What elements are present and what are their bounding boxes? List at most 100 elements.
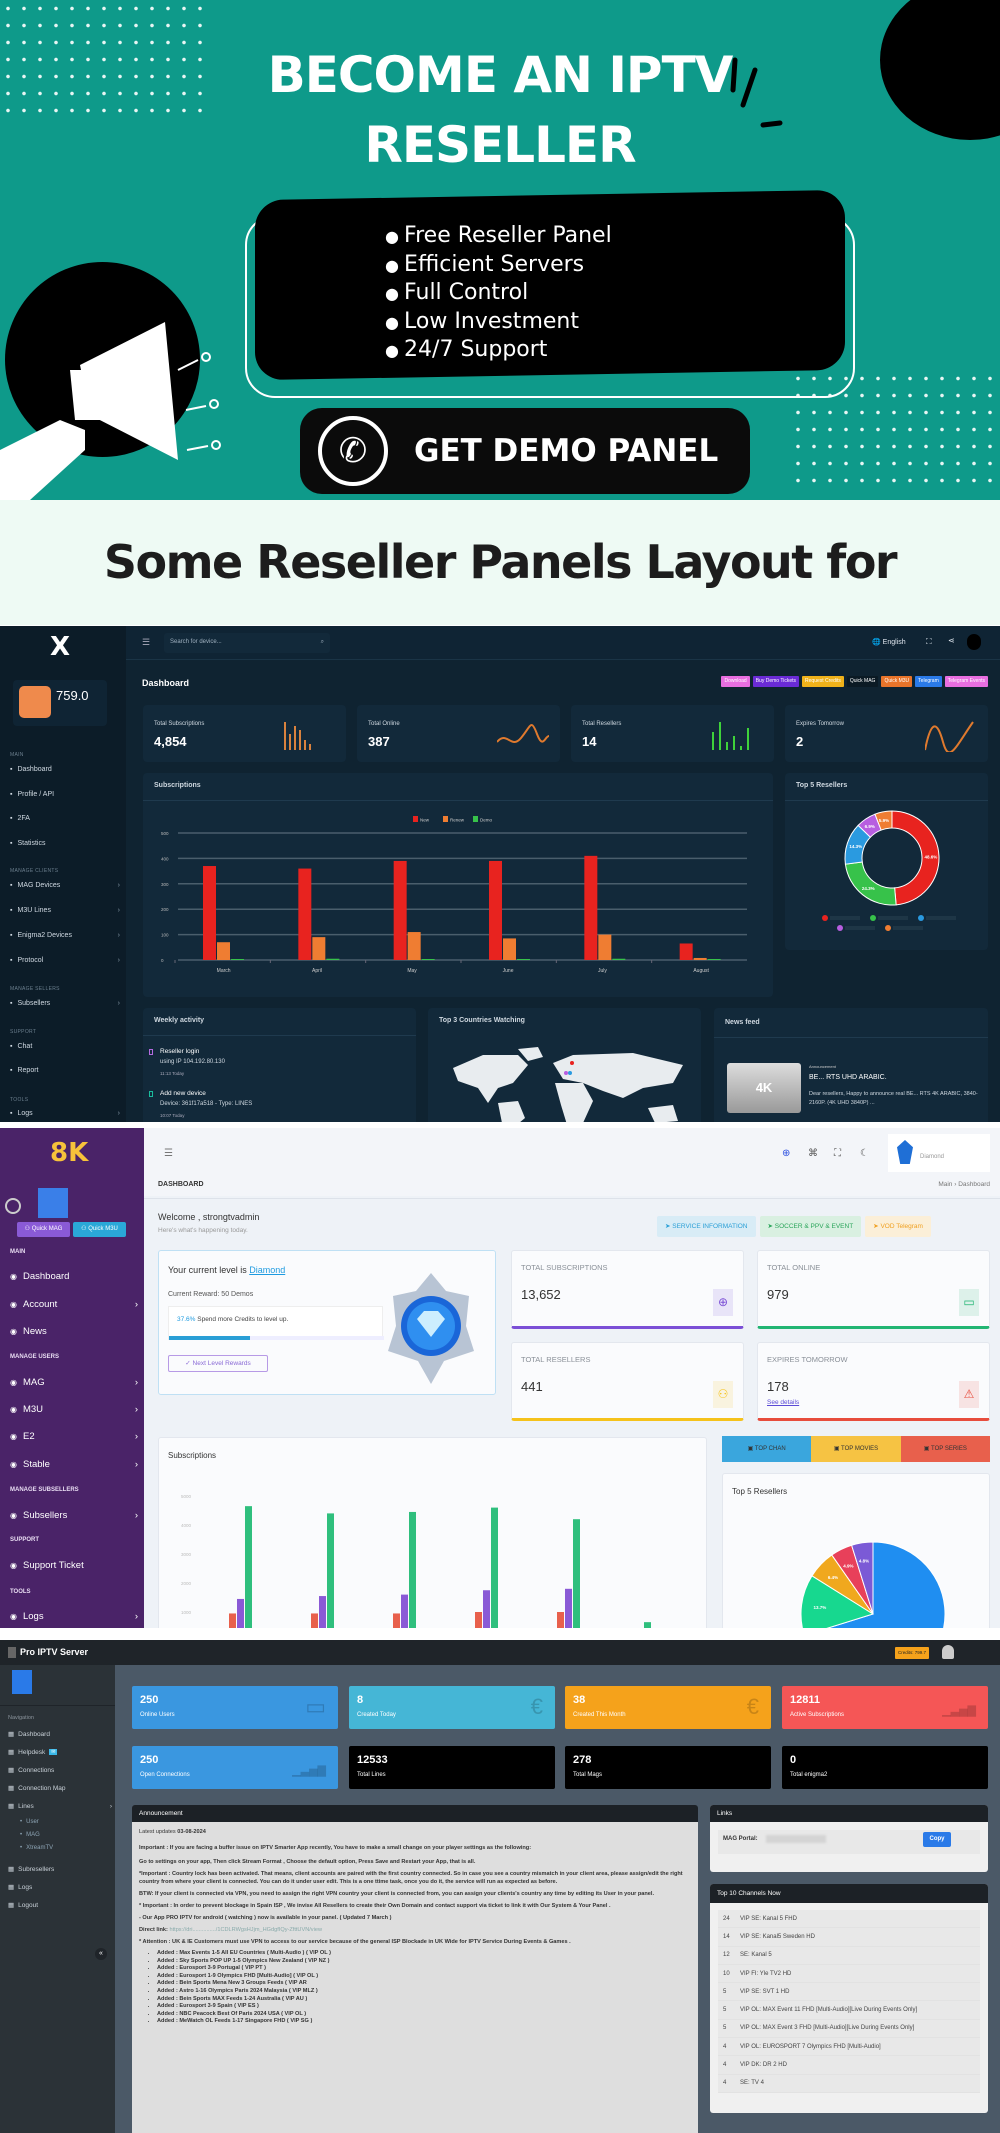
info-button-0[interactable]: ➤ SERVICE INFORMATION bbox=[657, 1216, 756, 1237]
level-name[interactable]: Diamond bbox=[249, 1265, 286, 1275]
bar[interactable] bbox=[245, 1506, 252, 1628]
pie-slice[interactable] bbox=[891, 810, 940, 906]
search-input[interactable]: Search for device... ⌕ bbox=[164, 633, 330, 653]
news-title[interactable]: BE... RTS UHD ARABIC. bbox=[809, 1074, 887, 1081]
user-avatar[interactable] bbox=[967, 634, 981, 650]
bar-renew[interactable] bbox=[598, 934, 612, 960]
bar[interactable] bbox=[573, 1519, 580, 1628]
sidebar-item-profile-api[interactable]: ▪ Profile / API bbox=[10, 791, 120, 798]
sidebar-item-m3u-lines[interactable]: ▪ M3U Lines › bbox=[10, 907, 120, 914]
quick-button-download[interactable]: Download bbox=[721, 676, 750, 687]
sidebar-item-subresellers[interactable]: ▦ Subresellers bbox=[8, 1865, 112, 1874]
bar-new[interactable] bbox=[489, 860, 502, 960]
quick-button-buy-demo-tickets[interactable]: Buy Demo Tickets bbox=[752, 676, 800, 687]
share-icon[interactable]: ⋖ bbox=[948, 636, 955, 645]
apps-icon[interactable]: ⌘ bbox=[808, 1148, 818, 1159]
menu-icon[interactable]: ☰ bbox=[164, 1148, 173, 1159]
sidebar-item-dashboard[interactable]: ▪ Dashboard bbox=[10, 766, 120, 773]
channel-row[interactable]: 5 VIP SE: SVT 1 HD bbox=[718, 1983, 980, 2002]
channel-row[interactable]: 5 VIP OL: MAX Event 11 FHD [Multi-Audio][… bbox=[718, 2001, 980, 2020]
info-button-2[interactable]: ➤ VOD Telegram bbox=[865, 1216, 931, 1237]
channel-row[interactable]: 4 VIP DK: DR 2 HD bbox=[718, 2056, 980, 2075]
language-selector[interactable]: 🌐 English bbox=[872, 639, 906, 646]
bar-new[interactable] bbox=[584, 855, 598, 960]
sidebar-item-account[interactable]: ◉ Account › bbox=[10, 1299, 138, 1310]
quick-button-telegram-events[interactable]: Telegram Events bbox=[944, 676, 988, 687]
bar-new[interactable] bbox=[298, 868, 312, 960]
pie-slice[interactable] bbox=[800, 1575, 875, 1628]
bar-demo[interactable] bbox=[421, 959, 435, 960]
quick-button-quick-mag[interactable]: Quick MAG bbox=[846, 676, 879, 687]
sidebar-item-connections[interactable]: ▦ Connections bbox=[8, 1766, 112, 1775]
channel-row[interactable]: 10 VIP FI: Yle TV2 HD bbox=[718, 1965, 980, 1984]
quick-m3u-button[interactable]: ⚇ Quick M3U bbox=[73, 1222, 126, 1237]
quick-button-telegram[interactable]: Telegram bbox=[915, 676, 942, 687]
bar[interactable] bbox=[565, 1588, 572, 1628]
flag-uk-icon[interactable]: ⊕ bbox=[782, 1148, 791, 1159]
breadcrumb-main[interactable]: Main bbox=[938, 1181, 953, 1188]
channel-row[interactable]: 4 VIP OL: EUROSPORT 7 Olympics FHD [Multi… bbox=[718, 2038, 980, 2057]
bar[interactable] bbox=[644, 1622, 651, 1628]
bar[interactable] bbox=[557, 1612, 564, 1628]
bar-renew[interactable] bbox=[503, 938, 516, 960]
bar-demo[interactable] bbox=[612, 958, 626, 960]
sidebar-item-logs[interactable]: ◉ Logs › bbox=[10, 1611, 138, 1622]
sidebar-item-lines[interactable]: ▦ Lines › bbox=[8, 1802, 112, 1811]
collapse-sidebar-icon[interactable]: « bbox=[95, 1948, 107, 1960]
pie-slice[interactable] bbox=[874, 810, 893, 831]
tab-top-series[interactable]: ▣ TOP SERIES bbox=[900, 1436, 990, 1462]
quick-mag-button[interactable]: ⚇ Quick MAG bbox=[17, 1222, 70, 1237]
bar[interactable] bbox=[237, 1598, 244, 1628]
sidebar-item-dashboard[interactable]: ▦ Dashboard bbox=[8, 1730, 112, 1739]
bar-renew[interactable] bbox=[217, 942, 230, 960]
direct-link[interactable]: https://dri.............../1CDLRWgsHJjm_… bbox=[169, 1927, 322, 1933]
bar[interactable] bbox=[475, 1612, 482, 1628]
bar[interactable] bbox=[401, 1594, 408, 1628]
sidebar-item-mag[interactable]: • MAG bbox=[20, 1832, 124, 1838]
bar-demo[interactable] bbox=[707, 959, 721, 960]
bar-demo[interactable] bbox=[326, 958, 340, 960]
tab-top-movies[interactable]: ▣ TOP MOVIES bbox=[811, 1436, 901, 1462]
sidebar-item-support-ticket[interactable]: ◉ Support Ticket bbox=[10, 1560, 138, 1571]
sidebar-item-protocol[interactable]: ▪ Protocol › bbox=[10, 957, 120, 964]
bar[interactable] bbox=[393, 1613, 400, 1628]
sidebar-item-stable[interactable]: ◉ Stable › bbox=[10, 1459, 138, 1470]
bar-demo[interactable] bbox=[517, 959, 530, 960]
bar[interactable] bbox=[409, 1511, 416, 1628]
sidebar-item-subsellers[interactable]: ▪ Subsellers › bbox=[10, 1000, 120, 1007]
sidebar-item-enigma2-devices[interactable]: ▪ Enigma2 Devices › bbox=[10, 932, 120, 939]
menu-icon[interactable]: ☰ bbox=[142, 637, 151, 647]
bar-renew[interactable] bbox=[407, 932, 421, 960]
pie-slice[interactable] bbox=[844, 861, 897, 906]
sidebar-item-mag-devices[interactable]: ▪ MAG Devices › bbox=[10, 882, 120, 889]
profile-box[interactable]: Diamond bbox=[888, 1134, 990, 1172]
sidebar-item-subsellers[interactable]: ◉ Subsellers › bbox=[10, 1510, 138, 1521]
tab-top-chan[interactable]: ▣ TOP CHAN bbox=[722, 1436, 812, 1462]
fullscreen-icon[interactable]: ⛶ bbox=[926, 637, 932, 646]
sidebar-item-news[interactable]: ◉ News bbox=[10, 1326, 138, 1337]
quick-button-request-credits[interactable]: Request Credits bbox=[802, 676, 844, 687]
sidebar-item-helpdesk[interactable]: ▦ Helpdesk ✉ bbox=[8, 1748, 112, 1756]
sidebar-item-statistics[interactable]: ▪ Statistics bbox=[10, 840, 120, 847]
sidebar-item-logout[interactable]: ▦ Logout bbox=[8, 1901, 112, 1910]
sidebar-item-m3u[interactable]: ◉ M3U › bbox=[10, 1404, 138, 1415]
bar[interactable] bbox=[319, 1596, 326, 1628]
bar[interactable] bbox=[229, 1613, 236, 1628]
bar-demo[interactable] bbox=[231, 959, 244, 960]
pie-slice[interactable] bbox=[850, 1541, 874, 1615]
dark-mode-icon[interactable]: ☾ bbox=[860, 1148, 869, 1159]
pie-slice[interactable] bbox=[804, 1541, 946, 1628]
bar-renew[interactable] bbox=[312, 937, 326, 960]
sidebar-item-connection-map[interactable]: ▦ Connection Map bbox=[8, 1784, 112, 1793]
info-button-1[interactable]: ➤ SOCCER & PPV & EVENT bbox=[759, 1216, 862, 1237]
sidebar-item-mag[interactable]: ◉ MAG › bbox=[10, 1377, 138, 1388]
sidebar-item-user[interactable]: • User bbox=[20, 1819, 124, 1825]
see-details-link[interactable]: See details bbox=[767, 1399, 800, 1406]
sidebar-item-logs[interactable]: ▪ Logs › bbox=[10, 1110, 120, 1117]
bar-renew[interactable] bbox=[693, 957, 707, 960]
channel-row[interactable]: 12 SE: Kanal 5 bbox=[718, 1947, 980, 1965]
copy-button[interactable]: Copy bbox=[923, 1832, 951, 1847]
bar[interactable] bbox=[491, 1507, 498, 1628]
bar-new[interactable] bbox=[679, 943, 693, 960]
sidebar-item-dashboard[interactable]: ◉ Dashboard bbox=[10, 1271, 138, 1282]
